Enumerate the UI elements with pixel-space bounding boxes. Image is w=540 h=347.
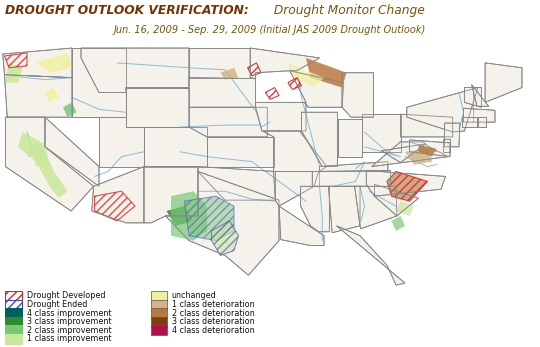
Polygon shape <box>374 184 418 216</box>
Polygon shape <box>372 142 448 167</box>
Text: Jun. 16, 2009 - Sep. 29, 2009 (Initial JAS 2009 Drought Outlook): Jun. 16, 2009 - Sep. 29, 2009 (Initial J… <box>114 25 426 35</box>
Polygon shape <box>401 114 453 137</box>
Polygon shape <box>92 167 144 223</box>
Polygon shape <box>63 102 77 117</box>
Polygon shape <box>290 71 344 107</box>
FancyBboxPatch shape <box>5 291 22 301</box>
Text: 1 class improvement: 1 class improvement <box>26 335 111 344</box>
Polygon shape <box>405 149 432 164</box>
Polygon shape <box>166 206 193 226</box>
Polygon shape <box>166 171 279 275</box>
Polygon shape <box>99 117 144 167</box>
Polygon shape <box>250 48 320 79</box>
Polygon shape <box>189 78 255 107</box>
Polygon shape <box>471 85 489 106</box>
Polygon shape <box>81 48 189 93</box>
Polygon shape <box>5 117 93 211</box>
Polygon shape <box>263 131 327 171</box>
Polygon shape <box>301 112 338 167</box>
Text: 4 class deterioration: 4 class deterioration <box>172 326 254 335</box>
Polygon shape <box>212 221 239 255</box>
Polygon shape <box>189 48 250 78</box>
Polygon shape <box>189 107 267 137</box>
Polygon shape <box>392 216 405 231</box>
Polygon shape <box>4 63 23 83</box>
Polygon shape <box>185 196 234 240</box>
Polygon shape <box>31 142 50 167</box>
Polygon shape <box>355 186 397 229</box>
Text: Drought Developed: Drought Developed <box>26 291 105 301</box>
Polygon shape <box>255 102 306 131</box>
Polygon shape <box>409 140 450 157</box>
Polygon shape <box>4 75 72 117</box>
Text: unchanged: unchanged <box>172 291 217 301</box>
FancyBboxPatch shape <box>151 299 167 310</box>
FancyBboxPatch shape <box>5 325 22 335</box>
Polygon shape <box>328 186 360 233</box>
Polygon shape <box>362 114 401 152</box>
Text: 2 class improvement: 2 class improvement <box>26 326 111 335</box>
Polygon shape <box>45 117 99 186</box>
Polygon shape <box>320 162 388 171</box>
Polygon shape <box>274 171 319 206</box>
Polygon shape <box>485 63 522 102</box>
FancyBboxPatch shape <box>151 317 167 327</box>
Text: 4 class improvement: 4 class improvement <box>26 308 111 318</box>
Text: Drought Monitor Change: Drought Monitor Change <box>270 4 425 17</box>
Polygon shape <box>3 48 72 78</box>
Text: 2 class deterioration: 2 class deterioration <box>172 308 254 318</box>
FancyBboxPatch shape <box>151 308 167 318</box>
Polygon shape <box>72 48 126 117</box>
Polygon shape <box>407 87 478 132</box>
Polygon shape <box>144 167 198 223</box>
Text: 3 class improvement: 3 class improvement <box>26 317 111 326</box>
Polygon shape <box>366 170 445 196</box>
Polygon shape <box>45 87 58 102</box>
Text: 1 class deterioration: 1 class deterioration <box>172 300 254 309</box>
FancyBboxPatch shape <box>5 308 22 318</box>
Polygon shape <box>342 73 374 117</box>
Polygon shape <box>36 53 72 73</box>
Polygon shape <box>220 68 239 80</box>
Polygon shape <box>18 132 68 198</box>
FancyBboxPatch shape <box>5 334 22 344</box>
Polygon shape <box>171 191 207 240</box>
Polygon shape <box>198 167 275 200</box>
Polygon shape <box>478 117 486 127</box>
Polygon shape <box>338 119 362 157</box>
Polygon shape <box>463 108 495 122</box>
Polygon shape <box>444 123 460 147</box>
Text: 3 class deterioration: 3 class deterioration <box>172 317 254 326</box>
Polygon shape <box>396 201 414 216</box>
Polygon shape <box>207 137 274 167</box>
Polygon shape <box>306 58 347 87</box>
Polygon shape <box>126 87 189 127</box>
Text: DROUGHT OUTLOOK VERIFICATION:: DROUGHT OUTLOOK VERIFICATION: <box>5 4 249 17</box>
Polygon shape <box>301 186 329 232</box>
FancyBboxPatch shape <box>151 325 167 335</box>
Polygon shape <box>418 145 436 157</box>
Polygon shape <box>462 117 477 127</box>
Polygon shape <box>279 206 324 246</box>
Polygon shape <box>443 139 450 152</box>
Polygon shape <box>382 144 426 163</box>
Polygon shape <box>387 171 428 201</box>
FancyBboxPatch shape <box>5 299 22 310</box>
Polygon shape <box>312 170 390 186</box>
Text: Drought Ended: Drought Ended <box>26 300 87 309</box>
FancyBboxPatch shape <box>151 291 167 301</box>
Polygon shape <box>336 226 405 285</box>
FancyBboxPatch shape <box>5 317 22 327</box>
Polygon shape <box>464 87 482 107</box>
Polygon shape <box>288 63 324 87</box>
Polygon shape <box>144 127 207 167</box>
